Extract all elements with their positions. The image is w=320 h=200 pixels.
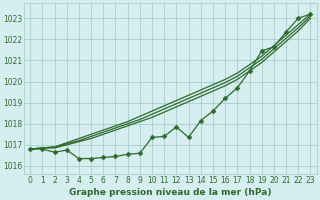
X-axis label: Graphe pression niveau de la mer (hPa): Graphe pression niveau de la mer (hPa) (69, 188, 272, 197)
